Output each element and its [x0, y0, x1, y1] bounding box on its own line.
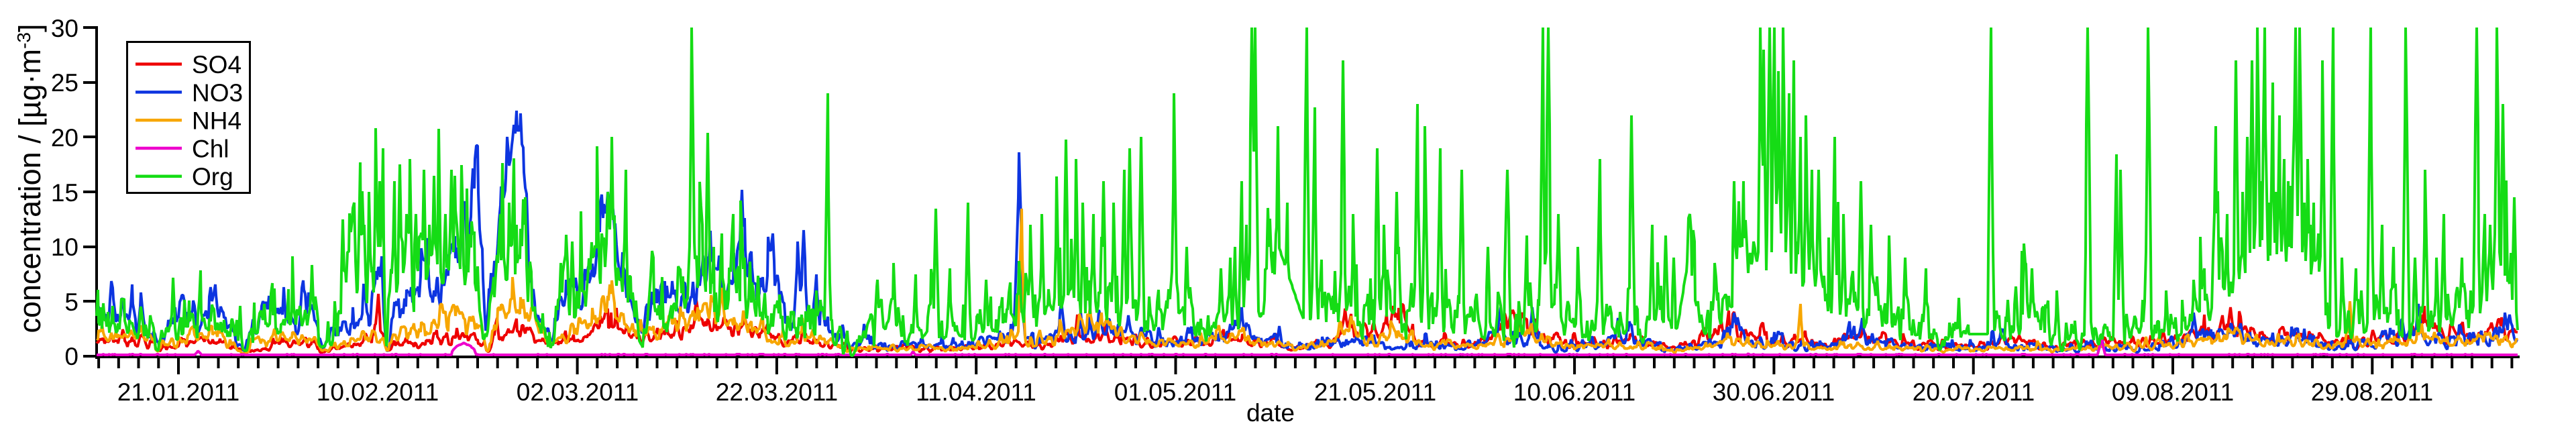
svg-text:30.06.2011: 30.06.2011: [1713, 378, 1835, 406]
svg-text:NO3: NO3: [192, 79, 243, 107]
svg-text:22.03.2011: 22.03.2011: [716, 378, 838, 406]
svg-text:01.05.2011: 01.05.2011: [1114, 378, 1236, 406]
svg-text:09.08.2011: 09.08.2011: [2112, 378, 2234, 406]
svg-text:20: 20: [51, 124, 78, 152]
svg-text:20.07.2011: 20.07.2011: [1913, 378, 2035, 406]
svg-text:21.01.2011: 21.01.2011: [117, 378, 239, 406]
svg-text:02.03.2011: 02.03.2011: [517, 378, 639, 406]
svg-text:NH4: NH4: [192, 107, 241, 135]
svg-text:concentration / [µg·m-3]: concentration / [µg·m-3]: [13, 23, 47, 333]
svg-text:15: 15: [51, 179, 78, 207]
svg-text:10.06.2011: 10.06.2011: [1513, 378, 1635, 406]
svg-text:11.04.2011: 11.04.2011: [916, 378, 1036, 406]
svg-text:date: date: [1246, 399, 1295, 425]
svg-text:21.05.2011: 21.05.2011: [1314, 378, 1436, 406]
svg-text:25: 25: [51, 69, 78, 97]
svg-text:10: 10: [51, 233, 78, 261]
svg-text:10.02.2011: 10.02.2011: [317, 378, 439, 406]
svg-text:Chl: Chl: [192, 135, 229, 162]
svg-text:0: 0: [64, 343, 78, 370]
svg-text:29.08.2011: 29.08.2011: [2311, 378, 2433, 406]
svg-text:5: 5: [64, 288, 78, 316]
svg-text:SO4: SO4: [192, 51, 241, 78]
svg-text:30: 30: [51, 15, 78, 42]
svg-text:Org: Org: [192, 163, 233, 191]
